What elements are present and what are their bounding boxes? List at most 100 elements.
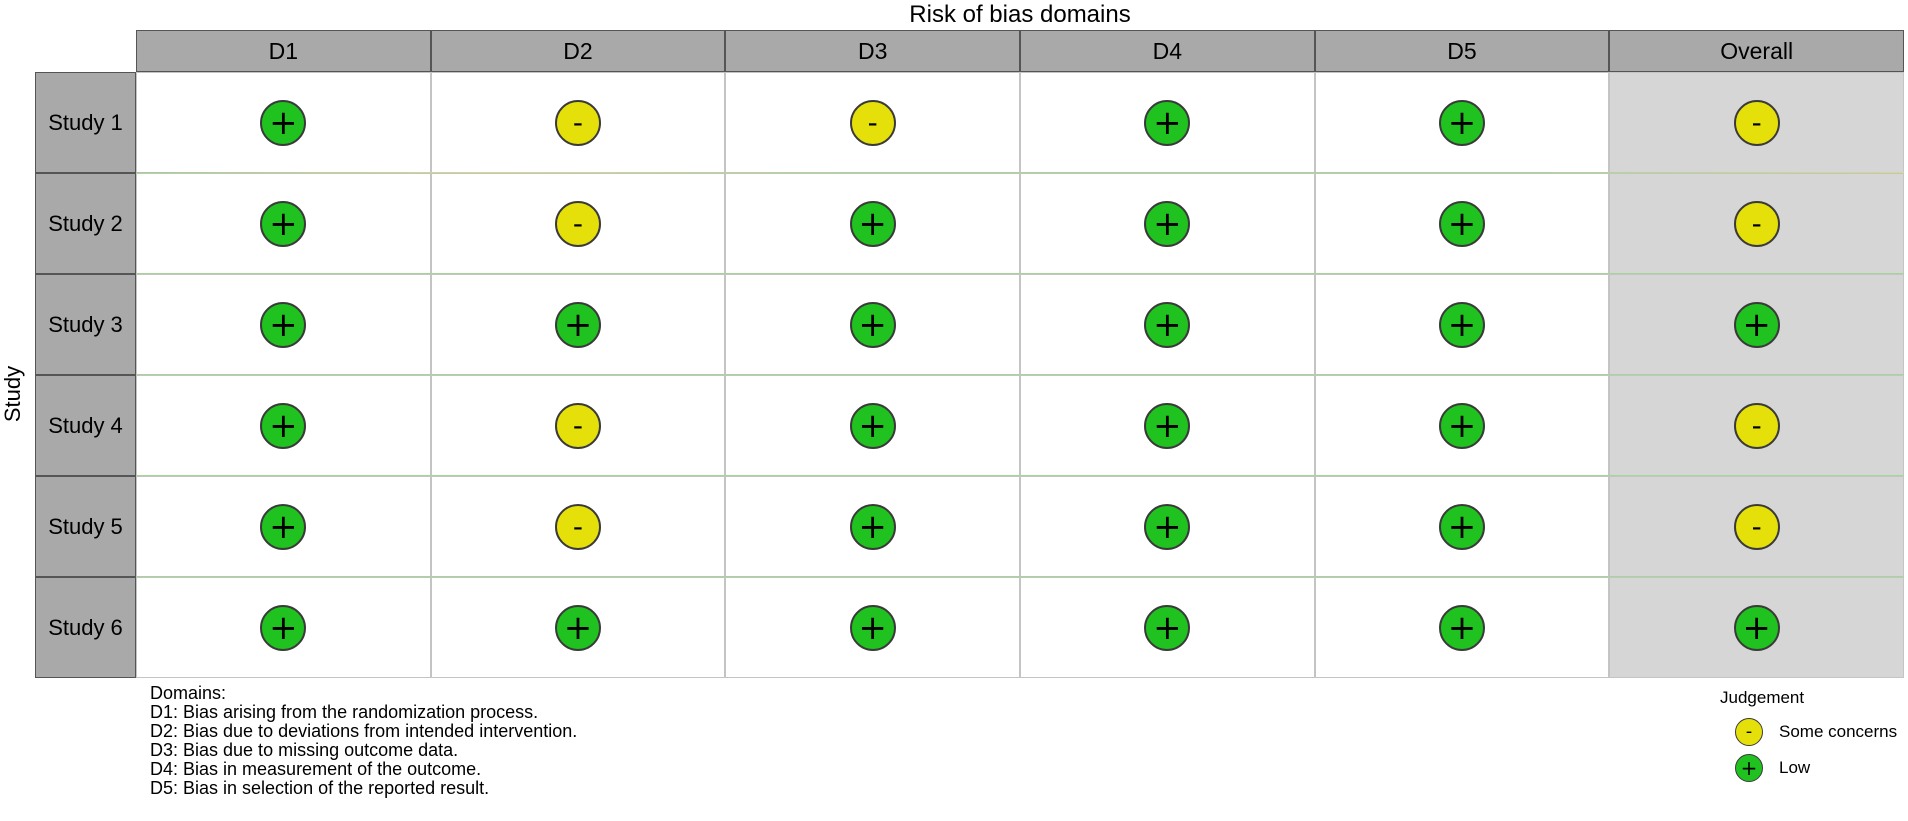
low-risk-icon: + [1144, 604, 1191, 651]
some-concerns-icon: - [1733, 99, 1780, 146]
low-risk-icon: + [554, 301, 601, 348]
some-concerns-icon: - [554, 402, 601, 449]
domain-legend-item-d1: D1: Bias arising from the randomization … [150, 702, 539, 722]
cell-study-3-d2: + [430, 274, 726, 375]
column-header-d3: D3 [725, 30, 1020, 72]
judgement-legend-label: Low [1779, 758, 1811, 777]
cell-study-2-d5: + [1314, 173, 1610, 274]
cell-study-5-overall: - [1609, 476, 1904, 577]
chart-title: Risk of bias domains [909, 1, 1131, 28]
judgement-legend-label: Some concerns [1779, 722, 1898, 741]
cell-study-3-d3: + [725, 274, 1020, 375]
cell-study-5-d3: + [725, 476, 1020, 577]
cell-study-4-d3: + [725, 375, 1020, 476]
low-risk-icon: + [1439, 604, 1485, 651]
low-risk-icon: + [1144, 301, 1191, 348]
cell-study-2-overall: - [1609, 173, 1904, 274]
low-risk-icon: + [1439, 99, 1485, 146]
cell-study-4-d4: + [1020, 375, 1315, 476]
cell-study-5-d4: + [1020, 476, 1315, 577]
cell-study-5-d1: + [136, 476, 431, 577]
cell-study-6-d1: + [136, 577, 431, 678]
judgement-legend-title: Judgement [1720, 688, 1805, 707]
cell-study-6-d3: + [725, 577, 1020, 678]
low-risk-icon: + [849, 402, 896, 449]
low-risk-icon: + [260, 301, 307, 348]
some-concerns-icon: - [554, 503, 601, 550]
cell-study-2-d2: - [430, 173, 726, 274]
low-risk-icon: + [260, 503, 307, 550]
cell-study-6-d2: + [430, 577, 726, 678]
cell-study-2-d3: + [725, 173, 1020, 274]
low-risk-icon: + [1733, 301, 1780, 348]
cell-study-3-d5: + [1314, 274, 1610, 375]
low-risk-icon: + [1144, 402, 1191, 449]
cell-study-4-d2: - [430, 375, 726, 476]
cell-study-6-overall: + [1609, 577, 1904, 678]
cell-study-1-d5: + [1314, 72, 1610, 173]
cell-study-5-d2: - [430, 476, 726, 577]
low-risk-icon: + [260, 99, 307, 146]
row-header-study-2: Study 2 [35, 173, 136, 274]
low-risk-icon: + [849, 604, 896, 651]
low-risk-icon: + [1144, 503, 1191, 550]
column-header-d1: D1 [136, 30, 431, 72]
some-concerns-icon: - [849, 99, 896, 146]
low-risk-icon: + [260, 402, 307, 449]
row-header-study-5: Study 5 [35, 476, 136, 577]
cell-study-3-d4: + [1020, 274, 1315, 375]
low-risk-icon: + [1733, 604, 1780, 651]
cell-study-6-d5: + [1314, 577, 1610, 678]
row-header-study-1: Study 1 [35, 72, 136, 173]
low-risk-icon: + [1439, 503, 1485, 550]
low-risk-icon: + [260, 200, 307, 247]
column-header-d2: D2 [430, 30, 726, 72]
row-header-study-4: Study 4 [35, 375, 136, 476]
some-concerns-icon: - [1735, 718, 1763, 746]
row-header-study-3: Study 3 [35, 274, 136, 375]
low-risk-icon: + [260, 604, 307, 651]
cell-study-1-d2: - [430, 72, 726, 173]
column-header-d4: D4 [1020, 30, 1315, 72]
low-risk-icon: + [1439, 301, 1485, 348]
low-risk-icon: + [554, 604, 601, 651]
cell-study-4-d5: + [1314, 375, 1610, 476]
domain-legend-item-d5: D5: Bias in selection of the reported re… [150, 778, 490, 798]
low-risk-icon: + [849, 301, 896, 348]
cell-study-4-overall: - [1609, 375, 1904, 476]
cell-study-1-d4: + [1020, 72, 1315, 173]
some-concerns-icon: - [554, 99, 601, 146]
low-risk-icon: + [1144, 99, 1191, 146]
some-concerns-icon: - [1733, 503, 1780, 550]
cell-study-3-overall: + [1609, 274, 1904, 375]
low-risk-icon: + [1735, 754, 1763, 782]
low-risk-icon: + [849, 200, 896, 247]
y-axis-label: Study [0, 365, 25, 423]
cell-study-1-overall: - [1609, 72, 1904, 173]
column-header-overall: Overall [1609, 30, 1904, 72]
cell-study-3-d1: + [136, 274, 431, 375]
low-risk-icon: + [1144, 200, 1191, 247]
low-risk-icon: + [1439, 402, 1485, 449]
cell-study-2-d1: + [136, 173, 431, 274]
domain-legend-item-d2: D2: Bias due to deviations from intended… [150, 721, 578, 741]
column-header-d5: D5 [1314, 30, 1610, 72]
cell-study-6-d4: + [1020, 577, 1315, 678]
cell-study-5-d5: + [1314, 476, 1610, 577]
judgement-legend-item-low: + Low [1735, 754, 1810, 782]
domains-legend: Domains: D1: Bias arising from the rando… [150, 684, 577, 798]
row-header-study-6: Study 6 [35, 577, 136, 678]
low-risk-icon: + [1439, 200, 1485, 247]
some-concerns-icon: - [1733, 200, 1780, 247]
some-concerns-icon: - [554, 200, 601, 247]
domains-legend-title: Domains: [150, 683, 227, 703]
cell-study-4-d1: + [136, 375, 431, 476]
low-risk-icon: + [849, 503, 896, 550]
cell-study-1-d1: + [136, 72, 431, 173]
domain-legend-item-d3: D3: Bias due to missing outcome data. [150, 740, 459, 760]
domain-legend-item-d4: D4: Bias in measurement of the outcome. [150, 759, 482, 779]
judgement-legend-item-some-concerns: - Some concerns [1735, 718, 1897, 746]
some-concerns-icon: - [1733, 402, 1780, 449]
cell-study-1-d3: - [725, 72, 1020, 173]
cell-study-2-d4: + [1020, 173, 1315, 274]
